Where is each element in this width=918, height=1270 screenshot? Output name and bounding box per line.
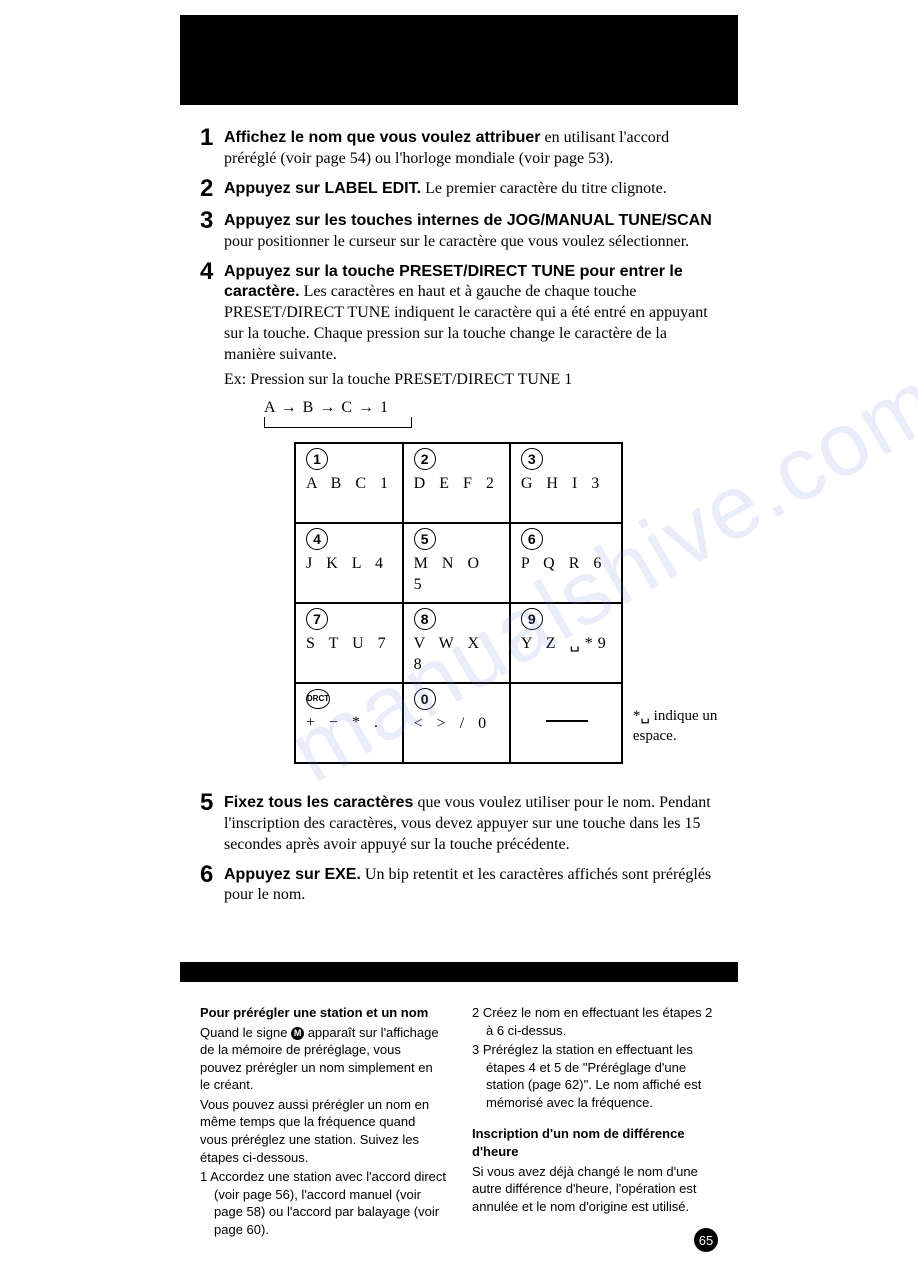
- footer-section: Pour prérégler une station et un nom Qua…: [0, 1004, 918, 1270]
- step-number: 5: [200, 790, 224, 816]
- step-1: 1 Affichez le nom que vous voulez attrib…: [200, 125, 718, 170]
- footer-numbered-item: 1 Accordez une station avec l'accord dir…: [200, 1168, 446, 1238]
- step-number: 2: [200, 176, 224, 202]
- key-circle: 3: [521, 448, 543, 470]
- footer-paragraph: Si vous avez déjà changé le nom d'une au…: [472, 1163, 718, 1216]
- key-letters: + − * .: [306, 714, 383, 731]
- keypad-wrapper: 1 A B C 1 2 D E F 2 3 G H I 3: [294, 442, 718, 764]
- step-bold-text: Fixez tous les caractères: [224, 794, 413, 811]
- divider-black-bar: [180, 962, 738, 982]
- key-circle-drct: DRCT: [306, 689, 330, 709]
- key-circle: 5: [414, 528, 436, 550]
- footer-right-column: 2 Créez le nom en effectuant les étapes …: [472, 1004, 718, 1240]
- keypad-cell-1: 1 A B C 1: [295, 443, 403, 523]
- footer-paragraph: Quand le signe M apparaît sur l'affichag…: [200, 1024, 446, 1094]
- step-bold-text: Appuyez sur les touches internes de JOG/…: [224, 212, 712, 229]
- keypad-cell-blank: [510, 683, 622, 763]
- keypad-cell-4: 4 J K L 4: [295, 523, 403, 603]
- keypad-row-4: DRCT + − * . 0 < > / 0: [295, 683, 622, 763]
- step-body: Appuyez sur la touche PRESET/DIRECT TUNE…: [224, 259, 718, 785]
- keypad-table: 1 A B C 1 2 D E F 2 3 G H I 3: [294, 442, 623, 764]
- step-body: Appuyez sur EXE. Un bip retentit et les …: [224, 862, 718, 907]
- key-letters: V W X 8: [414, 635, 484, 673]
- keypad-cell-6: 6 P Q R 6: [510, 523, 622, 603]
- key-letters: S T U 7: [306, 635, 391, 652]
- keypad-cell-7: 7 S T U 7: [295, 603, 403, 683]
- keypad-row-1: 1 A B C 1 2 D E F 2 3 G H I 3: [295, 443, 622, 523]
- keypad-cell-2: 2 D E F 2: [403, 443, 510, 523]
- step-bold-text: Appuyez sur EXE.: [224, 866, 361, 883]
- step-text: Le premier caractère du titre clignote.: [421, 180, 667, 197]
- footer-numbered-item: 3 Préréglez la station en effectuant les…: [472, 1041, 718, 1111]
- key-circle: 6: [521, 528, 543, 550]
- step-body: Fixez tous les caractères que vous voule…: [224, 790, 718, 855]
- keypad-cell-9: 9 Y Z ␣*9: [510, 603, 622, 683]
- step-bold-text: Appuyez sur LABEL EDIT.: [224, 180, 421, 197]
- step-text: pour positionner le curseur sur le carac…: [224, 233, 689, 250]
- key-circle: 8: [414, 608, 436, 630]
- step-6: 6 Appuyez sur EXE. Un bip retentit et le…: [200, 862, 718, 907]
- key-letters: A B C 1: [306, 475, 393, 492]
- step-3: 3 Appuyez sur les touches internes de JO…: [200, 208, 718, 253]
- key-letters: M N O 5: [414, 555, 484, 593]
- cycle-return-arrow: [264, 417, 718, 428]
- key-circle: 4: [306, 528, 328, 550]
- cycle-sequence: A → B → C → 1: [264, 398, 718, 419]
- footer-left-column: Pour prérégler une station et un nom Qua…: [200, 1004, 446, 1240]
- main-content: 1 Affichez le nom que vous voulez attrib…: [0, 125, 918, 932]
- key-letters: G H I 3: [521, 475, 604, 492]
- step-2: 2 Appuyez sur LABEL EDIT. Le premier car…: [200, 176, 718, 202]
- step-body: Affichez le nom que vous voulez attribue…: [224, 125, 718, 170]
- keypad-note: *␣ indique un espace.: [633, 707, 718, 764]
- key-circle: 9: [521, 608, 543, 630]
- key-letters: J K L 4: [306, 555, 388, 572]
- key-letters: D E F 2: [414, 475, 499, 492]
- step-body: Appuyez sur LABEL EDIT. Le premier carac…: [224, 176, 718, 200]
- keypad-cell-5: 5 M N O 5: [403, 523, 510, 603]
- key-circle: 1: [306, 448, 328, 470]
- keypad-cell-drct: DRCT + − * .: [295, 683, 403, 763]
- key-letters: Y Z ␣*9: [521, 635, 611, 652]
- step-4: 4 Appuyez sur la touche PRESET/DIRECT TU…: [200, 259, 718, 785]
- step-example: Ex: Pression sur la touche PRESET/DIRECT…: [224, 370, 718, 391]
- key-circle: 0: [414, 688, 436, 710]
- step-bold-text: Affichez le nom que vous voulez attribue…: [224, 129, 541, 146]
- keypad-cell-0: 0 < > / 0: [403, 683, 510, 763]
- step-5: 5 Fixez tous les caractères que vous vou…: [200, 790, 718, 855]
- footer-text: Quand le signe: [200, 1025, 291, 1040]
- m-icon: M: [291, 1027, 304, 1040]
- keypad-cell-8: 8 V W X 8: [403, 603, 510, 683]
- step-number: 6: [200, 862, 224, 888]
- header-black-bar: [180, 15, 738, 105]
- key-circle: 2: [414, 448, 436, 470]
- footer-paragraph: Vous pouvez aussi prérégler un nom en mê…: [200, 1096, 446, 1166]
- step-number: 3: [200, 208, 224, 234]
- step-number: 4: [200, 259, 224, 285]
- manual-page: manualshive.com 1 Affichez le nom que vo…: [0, 15, 918, 1270]
- key-circle: 7: [306, 608, 328, 630]
- step-body: Appuyez sur les touches internes de JOG/…: [224, 208, 718, 253]
- keypad-cell-3: 3 G H I 3: [510, 443, 622, 523]
- key-letters: P Q R 6: [521, 555, 607, 572]
- blank-underline: [546, 708, 588, 722]
- footer-left-title: Pour prérégler une station et un nom: [200, 1004, 446, 1022]
- keypad-row-2: 4 J K L 4 5 M N O 5 6 P Q R 6: [295, 523, 622, 603]
- step-number: 1: [200, 125, 224, 151]
- footer-numbered-item: 2 Créez le nom en effectuant les étapes …: [472, 1004, 718, 1039]
- keypad-row-3: 7 S T U 7 8 V W X 8 9 Y Z ␣*9: [295, 603, 622, 683]
- key-letters: < > / 0: [414, 715, 492, 732]
- cycle-diagram: A → B → C → 1: [264, 398, 718, 428]
- footer-right-title: Inscription d'un nom de différence d'heu…: [472, 1125, 718, 1160]
